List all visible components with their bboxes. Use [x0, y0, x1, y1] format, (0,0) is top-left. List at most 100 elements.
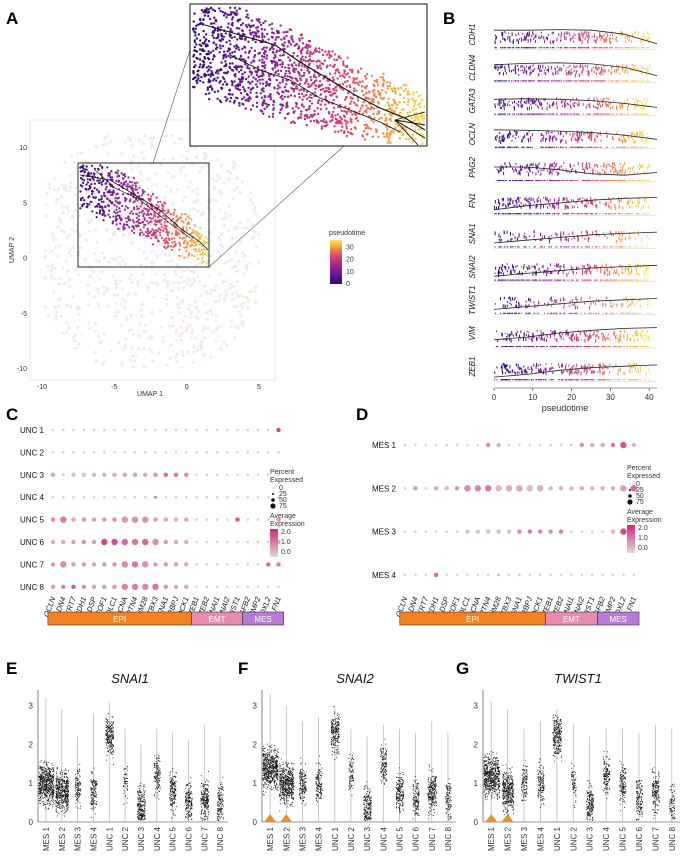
umap-bg-cell — [203, 284, 207, 288]
pseudotime-zero-mark — [637, 80, 639, 82]
umap-bg-cell — [246, 306, 250, 310]
inset-cell — [261, 78, 264, 81]
inset-cell — [307, 45, 310, 48]
pseudotime-mark — [560, 31, 562, 36]
umap-bg-cell — [183, 268, 187, 273]
inset-cell — [265, 57, 268, 60]
umap-bg-cell — [167, 253, 171, 257]
pseudotime-mark — [511, 139, 513, 142]
pseudotime-mark — [616, 40, 618, 43]
umap-traj-cell — [129, 212, 132, 215]
inset-cell — [268, 115, 271, 118]
pseudotime-mark — [641, 138, 643, 143]
inset-cell — [333, 125, 336, 128]
umap-bg-cell — [137, 247, 141, 252]
pseudotime-mark — [540, 169, 542, 171]
pseudotime-mark — [613, 170, 615, 174]
umap-traj-cell — [131, 212, 135, 215]
umap-bg-cell — [214, 299, 218, 304]
umap-bg-cell — [186, 185, 190, 189]
umap-traj-cell — [90, 183, 93, 186]
inset-cell — [363, 110, 367, 113]
pseudotime-zero-mark — [553, 146, 555, 148]
pseudotime-mark — [574, 73, 576, 78]
pseudotime-zero-mark — [563, 47, 565, 49]
pseudotime-mark — [513, 106, 515, 109]
umap-traj-cell — [79, 166, 82, 169]
inset-cell — [390, 104, 394, 107]
inset-cell — [340, 117, 343, 121]
pseudotime-zero-mark — [505, 180, 507, 181]
umap-traj-cell — [174, 233, 177, 236]
inset-cell — [333, 53, 337, 56]
pseudotime-mark — [605, 97, 607, 99]
pseudotime-zero-mark — [551, 80, 553, 82]
inset-cell — [263, 55, 266, 59]
pseudotime-mark — [579, 135, 581, 139]
umap-bg-cell — [149, 142, 153, 146]
umap-traj-cell — [187, 221, 190, 225]
pseudotime-mark — [523, 38, 525, 41]
umap-bg-cell — [102, 332, 106, 336]
pseudotime-zero-mark — [603, 180, 605, 181]
pseudotime-zero-mark — [540, 47, 542, 49]
pseudotime-zero-mark — [639, 80, 641, 82]
umap-traj-cell — [163, 245, 166, 248]
inset-cell — [203, 57, 207, 60]
inset-cell — [302, 95, 306, 98]
umap-bg-cell — [53, 277, 57, 281]
umap-bg-cell — [53, 305, 57, 309]
pseudotime-mark — [549, 40, 551, 45]
umap-bg-cell — [184, 314, 188, 318]
inset-cell — [414, 117, 417, 120]
inset-cell — [322, 118, 326, 121]
pseudotime-zero-mark — [637, 180, 639, 181]
inset-cell — [329, 64, 332, 67]
umap-y-tick: 0 — [23, 256, 27, 263]
umap-bg-cell — [157, 351, 161, 355]
umap-traj-cell — [163, 221, 166, 224]
pseudotime-mark — [558, 68, 560, 72]
inset-cell — [283, 41, 286, 44]
umap-traj-cell — [137, 219, 140, 222]
umap-bg-cell — [254, 300, 258, 304]
umap-bg-cell — [174, 272, 178, 276]
panel-letter-g: G — [456, 659, 469, 678]
inset-cell — [196, 79, 199, 82]
umap-bg-cell — [123, 346, 127, 350]
inset-cell — [309, 93, 312, 97]
inset-cell — [317, 99, 320, 103]
panel-letter-a: A — [6, 9, 18, 28]
inset-cell — [259, 74, 262, 78]
umap-traj-cell — [168, 238, 171, 241]
inset-cell — [246, 25, 249, 29]
pseudotime-mark — [552, 163, 554, 167]
pseudotime-zero-mark — [498, 146, 500, 148]
inset-cell — [221, 83, 225, 86]
inset-cell — [321, 87, 325, 91]
inset-cell — [199, 18, 202, 22]
umap-bg-cell — [188, 213, 192, 217]
pseudotime-zero-mark — [571, 180, 573, 181]
inset-cell — [230, 11, 233, 14]
inset-cell — [301, 47, 304, 50]
pseudotime-mark — [575, 66, 577, 69]
inset-cell — [389, 132, 392, 136]
umap-bg-cell — [218, 272, 222, 276]
inset-cell — [201, 48, 204, 51]
pseudotime-zero-mark — [508, 146, 510, 148]
umap-traj-cell — [130, 186, 133, 189]
inset-cell — [362, 93, 365, 97]
inset-cell — [308, 96, 311, 99]
pseudotime-mark — [622, 105, 624, 109]
inset-cell — [387, 137, 390, 140]
inset-cell — [216, 76, 219, 80]
inset-cell — [322, 76, 326, 80]
pseudotime-mark — [539, 101, 541, 105]
umap-bg-cell — [166, 282, 170, 286]
umap-bg-cell — [109, 349, 113, 353]
pseudotime-zero-mark — [588, 113, 590, 115]
pseudotime-zero-mark — [495, 80, 497, 82]
pseudotime-mark — [591, 138, 593, 142]
pseudotime-mark — [519, 104, 521, 107]
